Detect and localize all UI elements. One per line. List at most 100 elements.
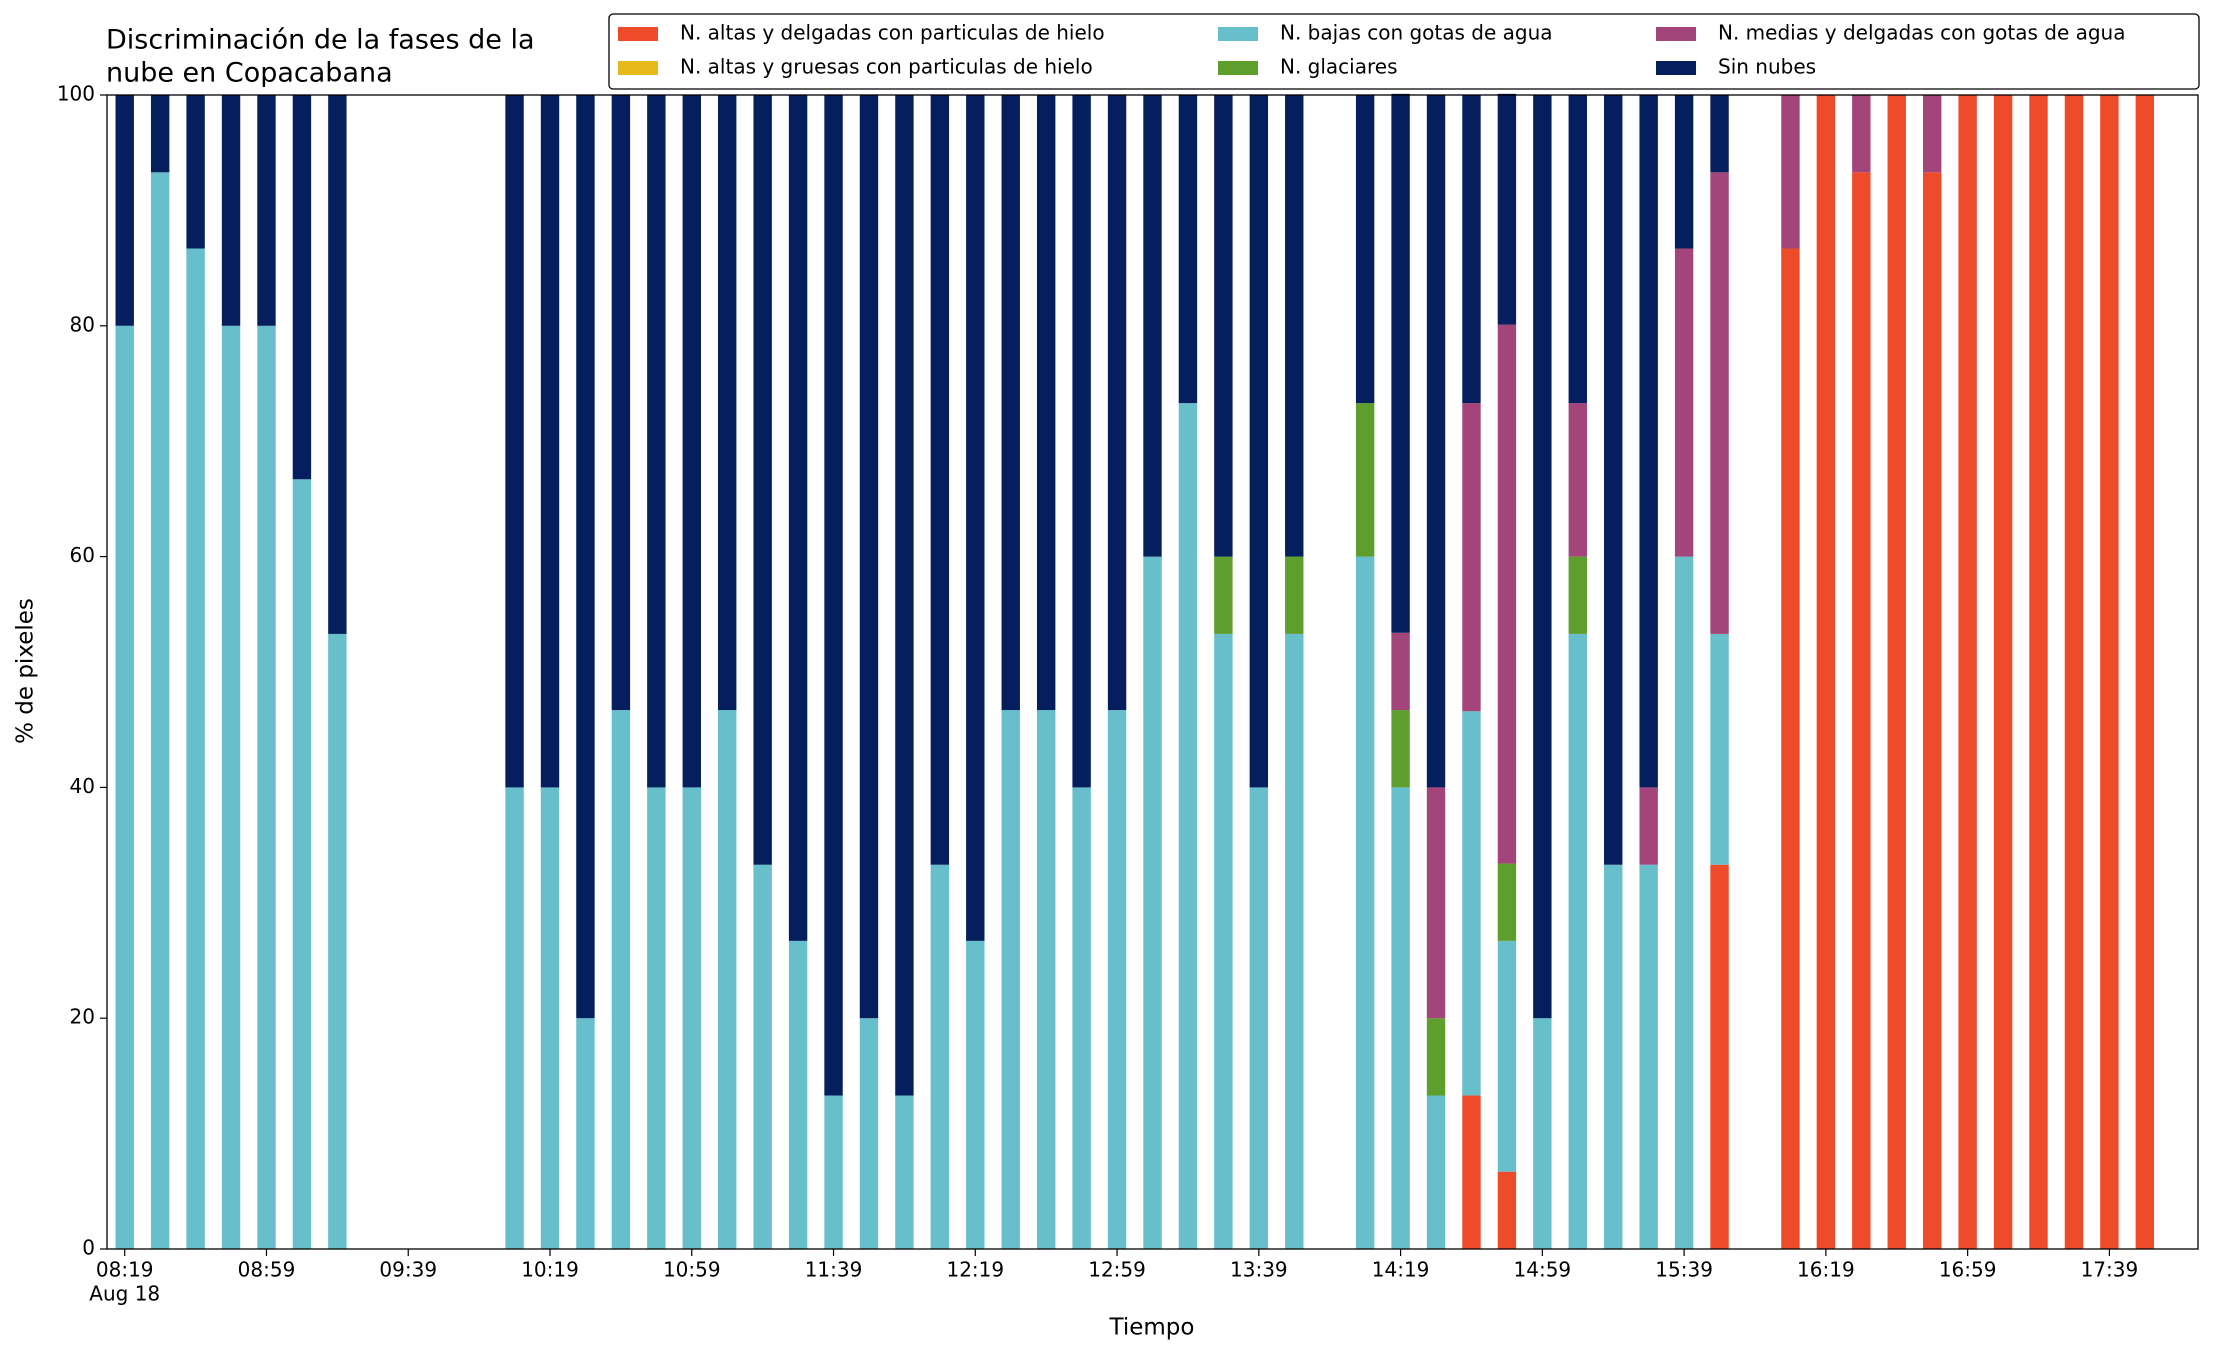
chart-title: nube en Copacabana <box>106 58 393 89</box>
y-tick-label: 60 <box>70 543 95 567</box>
bar-segment <box>1391 710 1410 788</box>
x-tick-label: 12:19 <box>946 1258 1004 1282</box>
x-tick-label: 10:19 <box>521 1258 579 1282</box>
chart-title: Discriminación de la fases de la <box>106 25 535 56</box>
bar-segment <box>1497 1171 1517 1249</box>
bar-segment <box>1922 172 1942 1249</box>
bar-segment <box>1497 863 1517 941</box>
bar-segment <box>1497 324 1517 864</box>
legend-label: N. medias y delgadas con gotas de agua <box>1718 21 2126 45</box>
y-tick-label: 20 <box>70 1005 95 1029</box>
legend-label: N. bajas con gotas de agua <box>1280 21 1553 45</box>
bar-segment <box>1143 556 1162 1249</box>
legend-swatch <box>618 61 658 75</box>
bar-segment <box>1604 864 1623 1249</box>
bar-segment <box>1639 864 1658 1249</box>
bar-segment <box>1107 710 1127 1249</box>
bar-segment <box>1922 95 1942 173</box>
bar-segment <box>1214 95 1233 557</box>
x-tick-label: 16:19 <box>1797 1258 1855 1282</box>
bar-segment <box>186 248 205 1249</box>
bar-segment <box>1568 633 1587 1249</box>
bar-segment <box>1533 1018 1552 1249</box>
y-axis-label: % de pixeles <box>13 598 39 744</box>
x-tick-label: 17:39 <box>2081 1258 2139 1282</box>
bar-segment <box>1533 95 1552 1019</box>
bar-segment <box>2064 95 2084 1249</box>
plot-frame <box>106 94 2199 1250</box>
bar-segment <box>718 710 737 1249</box>
legend-box <box>608 13 2200 90</box>
bar-segment <box>859 95 879 1019</box>
bar-segment <box>718 95 737 711</box>
bar-segment <box>1143 95 1162 557</box>
x-date-label: Aug 18 <box>89 1282 160 1306</box>
x-tick-label: 10:59 <box>663 1258 721 1282</box>
bar-segment <box>682 787 701 1249</box>
bar-segment <box>895 95 914 1096</box>
bar-segment <box>1993 95 2013 1249</box>
y-tick-label: 0 <box>82 1236 95 1260</box>
x-tick-label: 11:39 <box>805 1258 863 1282</box>
x-tick-label: 14:59 <box>1514 1258 1572 1282</box>
x-tick-label: 15:39 <box>1655 1258 1713 1282</box>
legend-swatch <box>618 27 658 41</box>
legend-label: N. glaciares <box>1280 55 1398 79</box>
x-tick-label: 08:59 <box>238 1258 296 1282</box>
bar-segment <box>1568 95 1587 404</box>
bar-segment <box>115 325 134 1249</box>
bar-segment <box>1178 403 1198 1249</box>
bar-segment <box>2029 95 2048 1249</box>
bar-segment <box>824 95 843 1096</box>
bar-segment <box>1391 93 1410 633</box>
bar-segment <box>1391 787 1410 1249</box>
bar-segment <box>930 864 950 1249</box>
bar-segment <box>328 95 347 634</box>
x-axis-label: Tiempo <box>1109 1315 1195 1341</box>
bar-segment <box>1781 248 1800 1249</box>
x-tick-label: 12:59 <box>1088 1258 1146 1282</box>
bar-segment <box>576 95 595 1019</box>
bar-segment <box>540 787 560 1249</box>
bar-segment <box>1036 95 1056 711</box>
bar-segment <box>788 940 808 1249</box>
bar-segment <box>1462 711 1481 1096</box>
bar-segment <box>505 95 524 788</box>
legend-label: N. altas y delgadas con particulas de hi… <box>680 21 1105 45</box>
bar-segment <box>1285 95 1304 557</box>
bar-segment <box>1710 172 1729 634</box>
bar-segment <box>150 95 170 173</box>
legend-swatch <box>1218 27 1258 41</box>
bar-segment <box>1674 556 1694 1249</box>
bar-segment <box>505 787 524 1249</box>
bar-segment <box>576 1018 595 1249</box>
x-tick-label: 09:39 <box>379 1258 437 1282</box>
bar-segment <box>221 95 241 326</box>
bar-segment <box>1001 95 1020 711</box>
bar-segment <box>1072 95 1091 788</box>
bar-segment <box>1674 95 1694 249</box>
bar-segment <box>1426 1095 1446 1249</box>
bar-segment <box>753 864 772 1249</box>
bar-segment <box>895 1095 914 1249</box>
legend-label: N. altas y gruesas con particulas de hie… <box>680 55 1093 79</box>
bar-segment <box>1178 95 1198 404</box>
bar-segment <box>328 633 347 1249</box>
bar-segment <box>1391 632 1410 711</box>
bar-segment <box>1639 95 1658 788</box>
bar-segment <box>1107 95 1127 711</box>
bar-segment <box>1639 787 1658 865</box>
legend-label: Sin nubes <box>1718 55 1816 79</box>
bar-segment <box>257 325 276 1249</box>
bar-segment <box>1887 95 1906 1249</box>
bar-segment <box>611 95 631 711</box>
bar-segment <box>682 95 701 788</box>
bar-segment <box>1249 95 1269 788</box>
bar-segment <box>1214 633 1233 1249</box>
y-tick-label: 40 <box>70 774 95 798</box>
bar-segment <box>930 95 950 865</box>
bar-segment <box>1462 403 1481 712</box>
y-tick-label: 80 <box>70 312 95 336</box>
bar-segment <box>2100 95 2119 1249</box>
bar-segment <box>1214 556 1233 634</box>
